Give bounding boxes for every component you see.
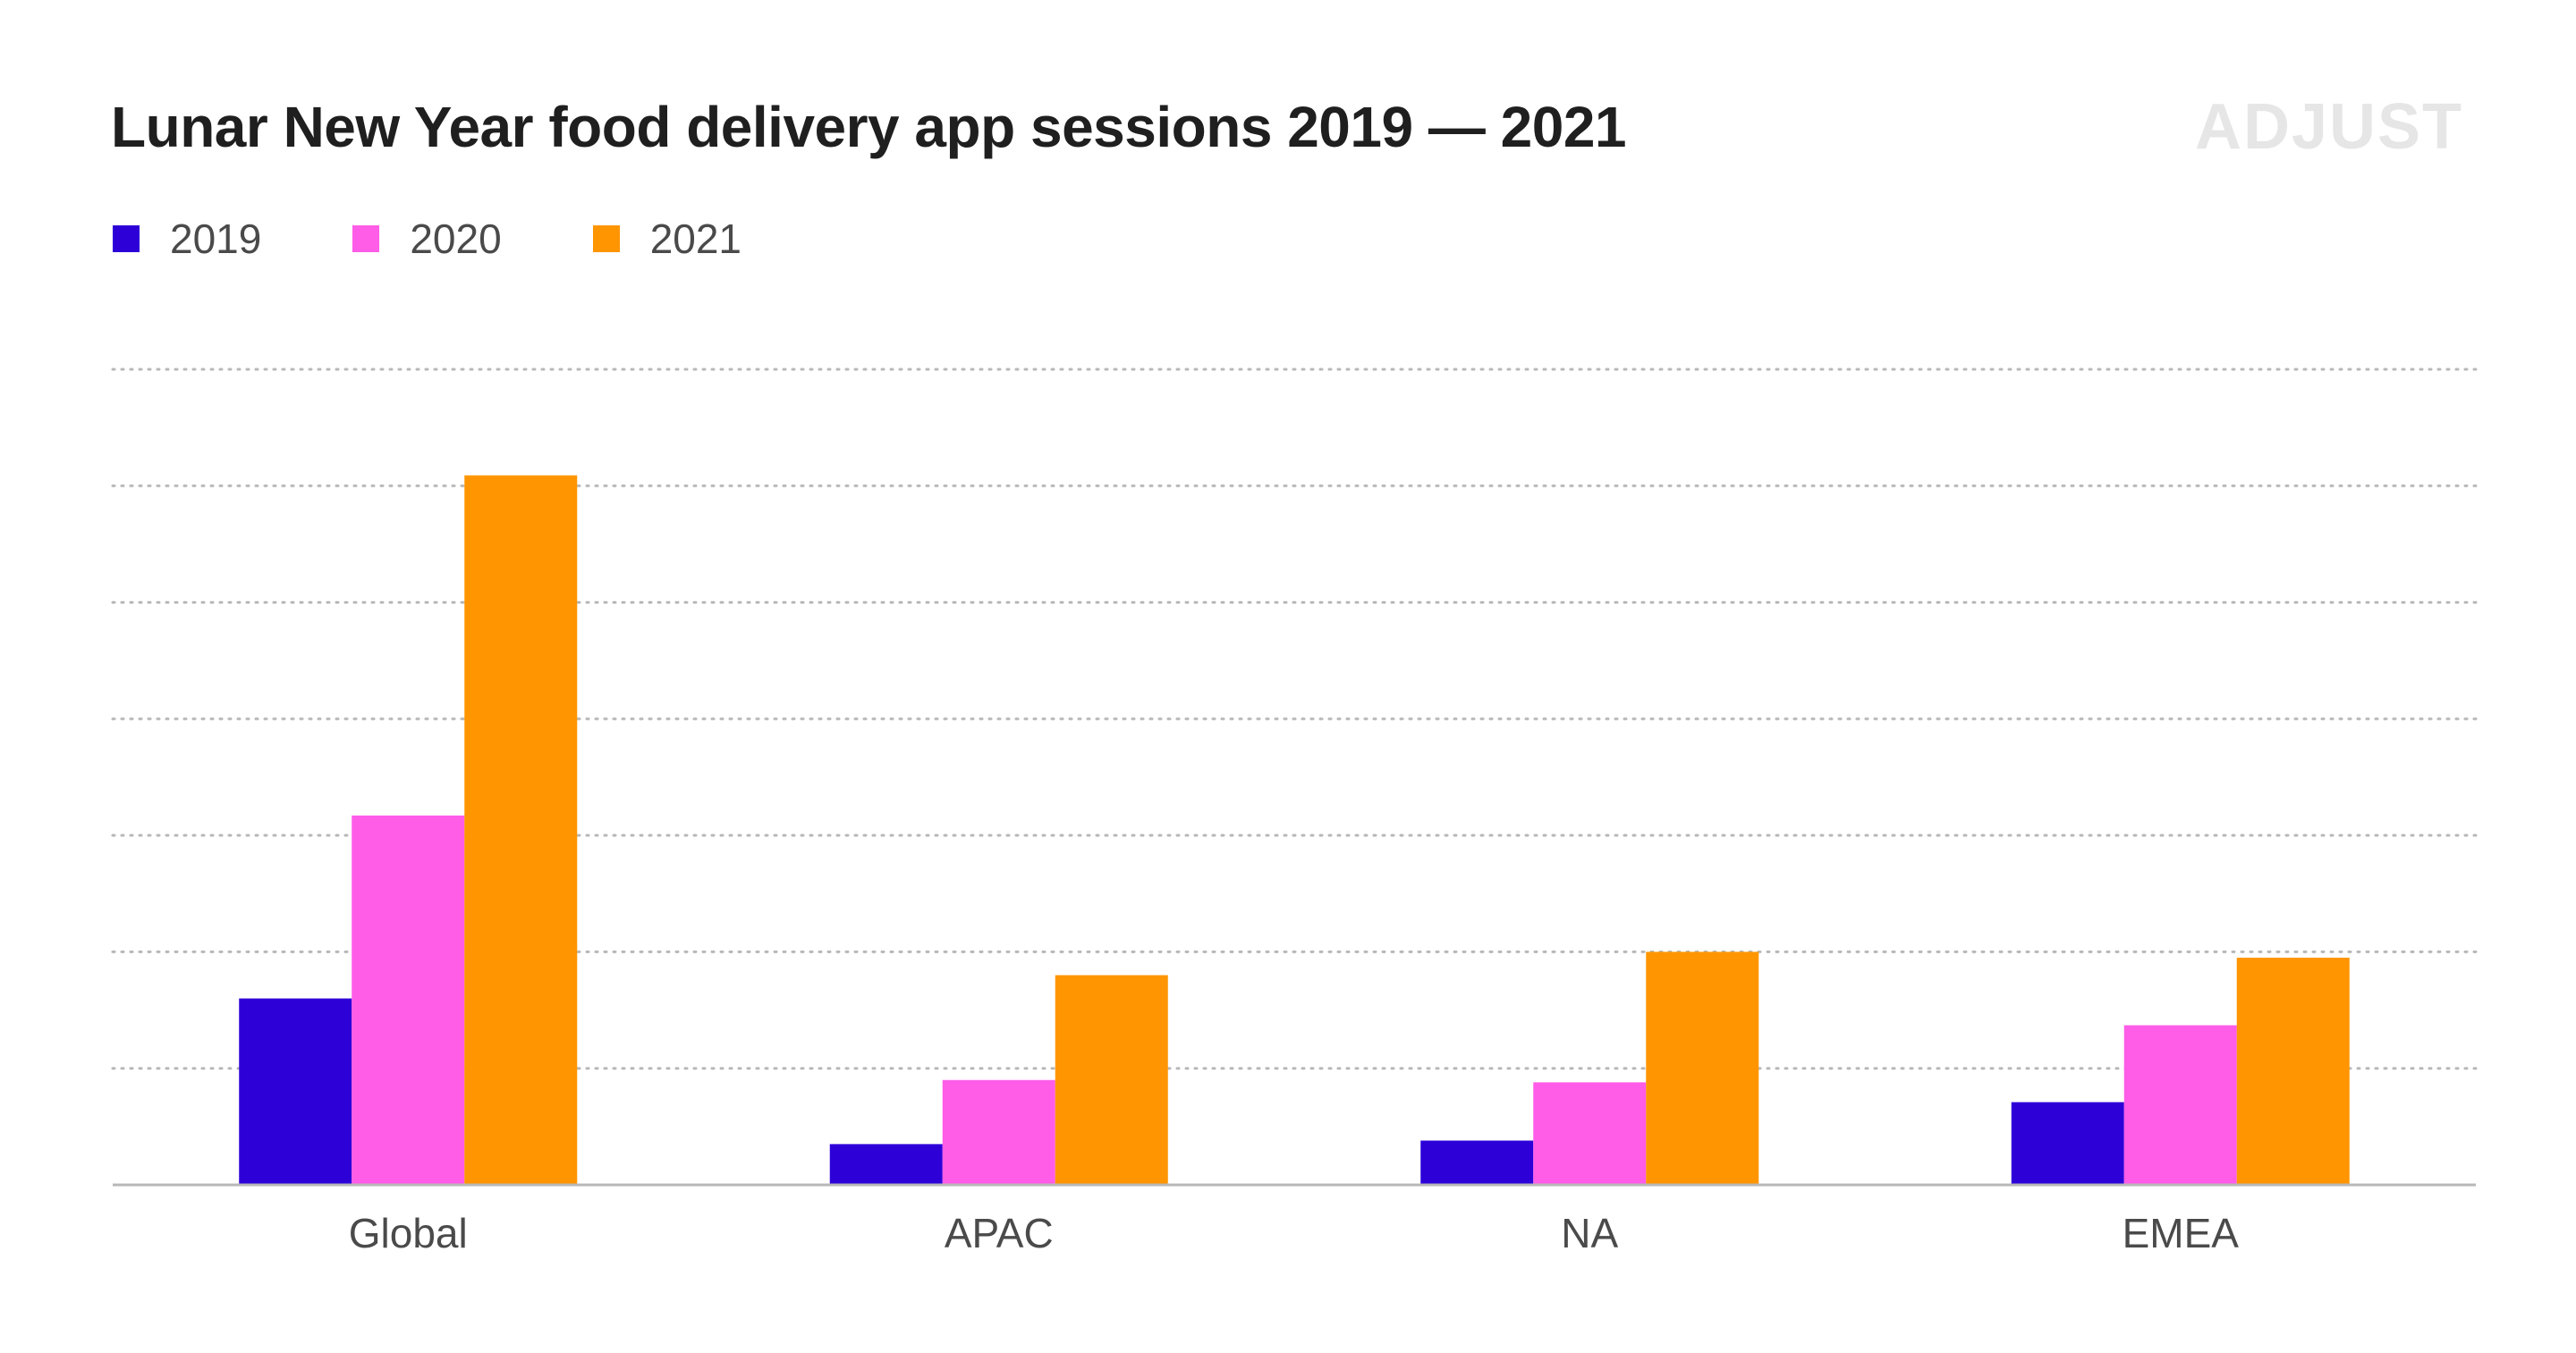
- bar-apac-2021: [1055, 975, 1168, 1185]
- bar-na-2020: [1533, 1082, 1647, 1185]
- x-tick-label-apac: APAC: [945, 1210, 1054, 1256]
- legend: 2019 2020 2021: [113, 215, 833, 263]
- x-tick-label-na: NA: [1561, 1210, 1618, 1256]
- bar-na-2019: [1420, 1140, 1534, 1185]
- legend-swatch-2021: [592, 225, 620, 252]
- bar-emea-2019: [2011, 1102, 2124, 1185]
- legend-item-2019: 2019: [113, 215, 261, 263]
- legend-label-2020: 2020: [410, 216, 502, 262]
- bar-global-2019: [239, 998, 352, 1185]
- x-tick-label-global: Global: [349, 1210, 468, 1256]
- logo-text: ADJUST: [2195, 95, 2463, 157]
- adjust-logo: ADJUST: [2195, 91, 2490, 163]
- legend-item-2021: 2021: [592, 215, 742, 263]
- adjust-logo-icon: ADJUST: [2195, 91, 2463, 163]
- chart-title: Lunar New Year food delivery app session…: [111, 95, 1627, 159]
- legend-item-2020: 2020: [352, 215, 502, 263]
- bar-emea-2020: [2123, 1025, 2237, 1185]
- bar-apac-2020: [942, 1079, 1055, 1185]
- bar-na-2021: [1646, 951, 1759, 1185]
- legend-label-2019: 2019: [170, 216, 262, 262]
- bar-emea-2021: [2236, 957, 2350, 1185]
- legend-label-2021: 2021: [649, 216, 742, 262]
- legend-swatch-2019: [113, 225, 140, 252]
- bar-global-2021: [464, 475, 578, 1185]
- legend-swatch-2020: [352, 225, 380, 252]
- x-tick-label-emea: EMEA: [2123, 1210, 2240, 1256]
- bar-global-2020: [352, 815, 465, 1185]
- bar-apac-2019: [829, 1144, 943, 1185]
